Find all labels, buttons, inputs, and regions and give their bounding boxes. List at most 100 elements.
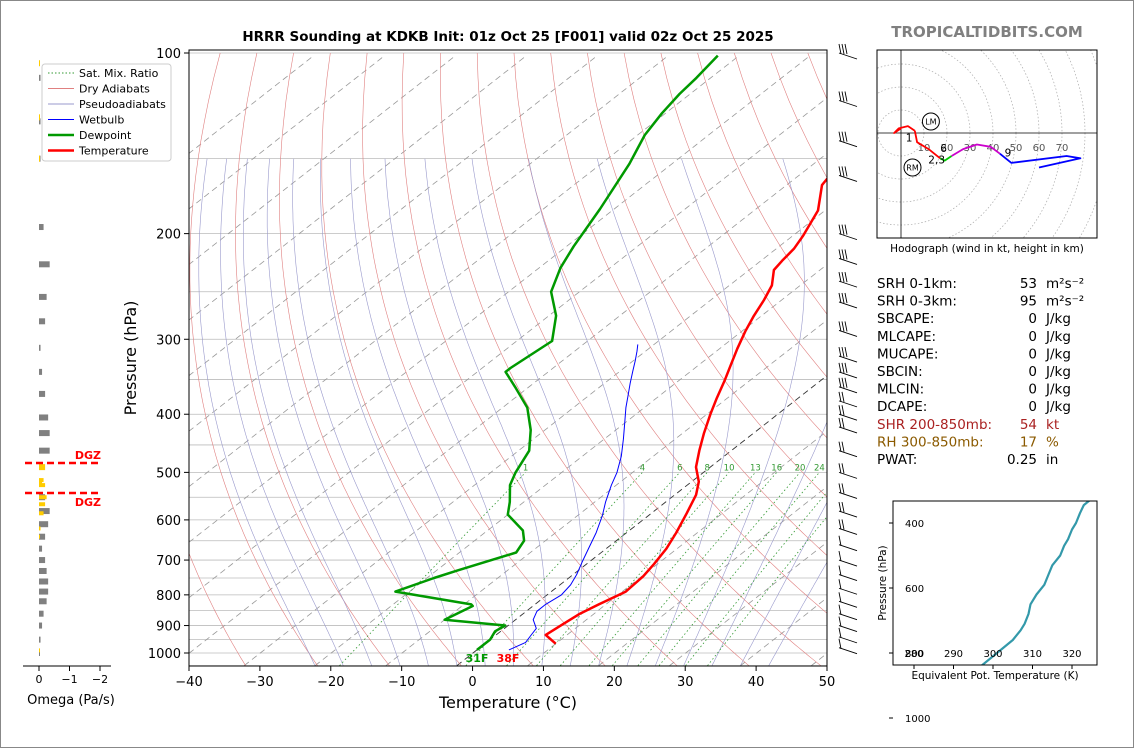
hodograph-trace: 1 2,36 9 LM RM: [893, 112, 1082, 177]
moist-adiabat-line: [350, 158, 486, 666]
moist-adiabat-line: [711, 421, 827, 666]
wind-barb: [838, 519, 858, 535]
skewt-grid: 1 4 6 8 10 13 16 20 24 30 36: [189, 52, 869, 666]
temperature-tick-label: 30: [677, 675, 694, 690]
param-value: 53: [1020, 276, 1037, 292]
theta-e-line: [980, 501, 1091, 665]
wetbulb-line: [508, 344, 639, 651]
dry-adiabat-line: [697, 52, 827, 315]
wind-barb: [838, 627, 858, 644]
wind-barb-flag: [838, 627, 842, 638]
temperature-tick-label: 10: [535, 675, 552, 690]
dry-adiabat-line: [623, 52, 827, 439]
mixing-ratio-label: 36: [858, 463, 869, 473]
wind-barb-flag: [838, 463, 842, 474]
wind-barb: [838, 321, 858, 337]
param-unit: J/kg: [1045, 346, 1071, 362]
wind-barb-flag: [841, 405, 845, 416]
wind-barb-flag: [838, 91, 842, 102]
moist-adiabat-line: [683, 158, 805, 666]
isotherm-line: [189, 152, 827, 654]
wind-barb-flag: [841, 463, 845, 474]
wind-barb-staff: [838, 528, 858, 535]
isotherm-line: [189, 55, 740, 488]
wind-barb-staff: [838, 471, 858, 479]
pressure-tick-label: 700: [156, 554, 181, 569]
hodograph-segment: [939, 155, 953, 162]
wind-barb-staff: [838, 492, 858, 499]
omega-xlabel: Omega (Pa/s): [27, 693, 115, 708]
wind-barb-staff: [838, 587, 858, 595]
wind-barb-flag: [844, 347, 848, 358]
wind-barb-flag: [838, 292, 842, 304]
wind-barb-flag: [841, 417, 845, 429]
legend-label: Dry Adiabats: [79, 83, 150, 96]
hodograph-ring-label: 10: [918, 143, 931, 154]
wind-barb-staff: [838, 413, 858, 421]
dgz-bottom-label: DGZ: [75, 449, 101, 462]
dry-adiabat-line: [550, 52, 827, 556]
param-label: MUCAPE:: [877, 346, 938, 362]
wind-barb: [838, 441, 858, 458]
hodograph-segment: [913, 130, 941, 160]
omega-bar: [39, 511, 44, 516]
mixing-ratio-line: [339, 472, 526, 666]
wind-barb-flag: [844, 249, 848, 260]
wind-barb-flag: [841, 321, 845, 332]
theta-e-y-tick-label: 600: [905, 584, 924, 595]
mixing-ratio-line: [707, 516, 827, 666]
theta-e-frame: [892, 500, 1098, 666]
param-value: 0: [1028, 382, 1037, 398]
wind-barb-flag: [844, 131, 848, 142]
temperature-tick-label: −30: [246, 675, 273, 690]
wind-barb: [838, 43, 858, 60]
wind-barb-flag: [841, 292, 845, 304]
omega-bar: [39, 344, 41, 351]
omega-bar: [39, 74, 41, 81]
dry-adiabat-line: [476, 52, 821, 666]
isotherm-line: [189, 55, 669, 432]
theta-e-axes: 280 290 300 310 320 400 600 800 1000: [889, 519, 1082, 725]
wind-barb-staff: [838, 636, 858, 644]
param-value: 0.25: [1007, 452, 1037, 468]
hodograph-segment: [999, 152, 1082, 169]
dry-adiabat-line: [401, 52, 678, 666]
hodograph-height-label: 6: [940, 143, 947, 155]
omega-bar: [39, 447, 50, 454]
pressure-tick-label: 600: [156, 514, 181, 529]
theta-e-y-tick-label: 800: [905, 649, 924, 660]
temperature-tick-label: 0: [468, 675, 476, 690]
isotherm-line: [243, 208, 827, 666]
theta-e-ylabel: Pressure (hPa): [877, 545, 889, 620]
wind-barb-staff: [838, 544, 858, 552]
theta-e-panel: 280 290 300 310 320 400 600 800 1000 Equivalent …: [877, 500, 1098, 725]
legend-items: Sat. Mix. Ratio Dry Adiabats Pseudoadiabat…: [48, 67, 166, 158]
legend-label: Sat. Mix. Ratio: [79, 67, 159, 80]
wind-barb: [838, 362, 858, 379]
wind-barb: [838, 616, 858, 632]
moist-adiabat-line: [292, 158, 429, 666]
wind-barb-flag: [841, 377, 845, 388]
isotherm-line: [456, 375, 827, 666]
wind-barb-staff: [838, 559, 858, 567]
hodograph-height-label: 9: [1005, 148, 1012, 160]
omega-bar: [39, 464, 46, 471]
wind-barb-flag: [838, 321, 842, 332]
wind-barb: [838, 463, 858, 479]
legend-label: Temperature: [78, 145, 149, 158]
wind-barb: [838, 405, 858, 421]
wind-barb-flag: [838, 638, 842, 649]
param-value: 54: [1020, 417, 1037, 433]
omega-bar: [39, 60, 40, 67]
wind-barb: [838, 249, 858, 265]
skewt-ylabel: Pressure (hPa): [121, 301, 140, 416]
wind-barb-staff: [838, 355, 858, 363]
omega-tick-label: 0: [36, 673, 43, 686]
omega-axes: 0 −1 −2: [23, 665, 111, 686]
surface-temperature-label: 38F: [497, 652, 520, 665]
hodograph-ring-label: 30: [964, 143, 977, 154]
wind-barb-flag: [841, 347, 845, 358]
param-label: MLCAPE:: [877, 329, 936, 345]
param-label: SRH 0-3km:: [877, 294, 957, 310]
left-mover-marker-label: LM: [925, 118, 936, 127]
